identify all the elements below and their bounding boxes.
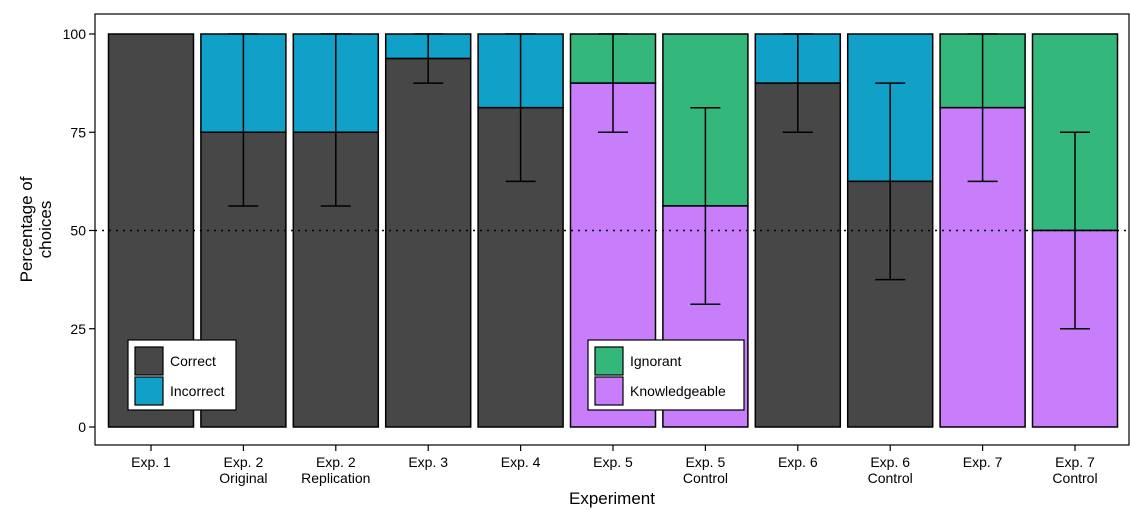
y-tick-label: 75 (70, 124, 86, 140)
x-tick-label-line: Exp. 4 (501, 454, 541, 470)
x-tick-label-line: Control (1052, 470, 1097, 486)
x-tick-label-line: Original (219, 470, 267, 486)
x-tick-label-line: Exp. 3 (408, 454, 448, 470)
x-tick-label: Exp. 5 Control (683, 454, 728, 486)
x-tick-label: Exp. 7 (963, 454, 1003, 470)
x-tick-label-line: Exp. 5 (686, 454, 726, 470)
x-tick-label-line: Exp. 7 (963, 454, 1003, 470)
x-tick-label: Exp. 2 Original (219, 454, 267, 486)
x-tick-label-line: Exp. 2 (316, 454, 356, 470)
x-tick-label-line: Exp. 6 (778, 454, 818, 470)
error-bar (598, 33, 628, 133)
y-tick-label: 0 (78, 419, 86, 435)
x-tick-label: Exp. 6 Control (868, 454, 913, 486)
error-bar (505, 33, 536, 183)
x-tick-label: Exp. 3 (408, 454, 448, 470)
x-axis-title: Experiment (569, 489, 655, 508)
y-axis: 0 25 50 75 100 (63, 26, 95, 435)
error-bar (320, 33, 351, 207)
x-tick-label: Exp. 6 (778, 454, 818, 470)
legends: Correct Incorrect Ignorant Knowledgeable (127, 339, 745, 411)
error-bars-layer (228, 33, 1090, 330)
legend-swatch-ignorant (594, 346, 624, 376)
legend-swatch-knowledgeable (594, 376, 624, 406)
error-bar (413, 33, 444, 84)
legend-label-ignorant: Ignorant (630, 353, 681, 369)
x-tick-label-line: Exp. 6 (870, 454, 910, 470)
bar-segment-correct (384, 57, 472, 428)
y-axis-title-line: Percentage of (17, 176, 36, 282)
x-tick-label: Exp. 1 (131, 454, 171, 470)
plot-frame (94, 13, 1130, 446)
error-bar (690, 106, 721, 305)
legend-label-correct: Correct (170, 353, 216, 369)
bar-segment-correct (477, 106, 564, 428)
error-bar (228, 33, 259, 207)
x-tick-label: Exp. 2 Replication (301, 454, 370, 486)
x-tick-label: Exp. 4 (501, 454, 541, 470)
legend-swatch-correct (134, 346, 164, 376)
x-tick-label: Exp. 5 (593, 454, 633, 470)
x-tick-label-line: Replication (301, 470, 370, 486)
y-tick-label: 50 (70, 223, 86, 239)
error-bar (782, 33, 813, 133)
bar-segment-correct (754, 82, 842, 428)
y-axis-title: Percentage ofchoices (17, 176, 55, 282)
error-bar (875, 82, 906, 281)
y-axis-title-line: choices (36, 201, 55, 259)
x-tick-label-line: Exp. 2 (224, 454, 264, 470)
x-tick-label-line: Exp. 1 (131, 454, 171, 470)
x-tick-label-line: Exp. 5 (593, 454, 633, 470)
legend-ignorant-knowledgeable: Ignorant Knowledgeable (587, 339, 745, 411)
legend-swatch-incorrect (134, 376, 164, 406)
x-tick-label-line: Control (683, 470, 728, 486)
y-tick-label: 25 (70, 321, 86, 337)
legend-correct-incorrect: Correct Incorrect (127, 339, 237, 411)
error-bar (967, 33, 998, 183)
legend-label-incorrect: Incorrect (170, 383, 225, 399)
legend-label-knowledgeable: Knowledgeable (630, 383, 726, 399)
y-tick-label: 100 (63, 26, 87, 42)
x-tick-label-line: Exp. 7 (1055, 454, 1095, 470)
x-tick-label-line: Control (868, 470, 913, 486)
x-tick-label: Exp. 7 Control (1052, 454, 1097, 486)
